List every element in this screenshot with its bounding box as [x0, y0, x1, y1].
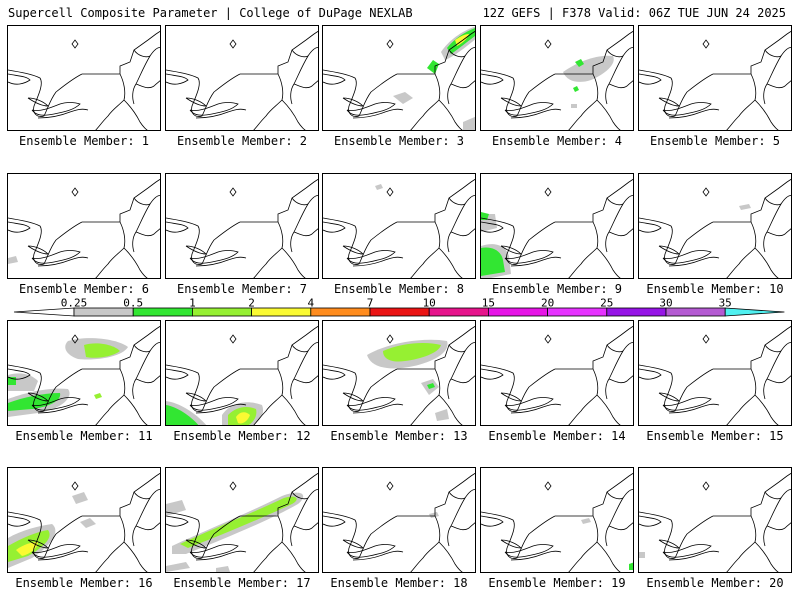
ensemble-member-label: Ensemble Member: 20: [646, 576, 784, 590]
header-left-title: Supercell Composite Parameter | College …: [8, 6, 413, 20]
colorbar-tick-label: 35: [719, 298, 732, 310]
ensemble-member-label: Ensemble Member: 2: [176, 134, 308, 148]
colorbar-tick-label: 0.25: [61, 298, 88, 310]
header-right-title: 12Z GEFS | F378 Valid: 06Z TUE JUN 24 20…: [482, 6, 786, 20]
colorbar-tick-label: 4: [307, 298, 314, 310]
ensemble-member-label: Ensemble Member: 10: [646, 282, 784, 296]
ensemble-member-map: [322, 25, 476, 131]
ensemble-member-label: Ensemble Member: 16: [15, 576, 153, 590]
ensemble-member-map: [480, 467, 634, 573]
colorbar-segment: [606, 307, 667, 317]
ensemble-member-label: Ensemble Member: 18: [330, 576, 468, 590]
colorbar-tick-label: 2: [248, 298, 255, 310]
ensemble-member-label: Ensemble Member: 17: [173, 576, 311, 590]
ensemble-member-map: [638, 320, 792, 426]
colorbar-tick-label: 20: [541, 298, 554, 310]
colorbar-segment: [724, 307, 785, 317]
colorbar-tick-label: 30: [659, 298, 672, 310]
ensemble-member-map: [638, 25, 792, 131]
ensemble-member-map: [480, 320, 634, 426]
ensemble-member-label: Ensemble Member: 19: [488, 576, 626, 590]
colorbar-segment: [369, 307, 430, 317]
ensemble-member-label: Ensemble Member: 13: [330, 429, 468, 443]
colorbar-segment: [428, 307, 489, 317]
ensemble-member-map: [322, 320, 476, 426]
ensemble-member-map: [165, 173, 319, 279]
ensemble-member-label: Ensemble Member: 9: [491, 282, 623, 296]
ensemble-member-label: Ensemble Member: 15: [646, 429, 784, 443]
ensemble-member-map: [638, 467, 792, 573]
colorbar-tick-label: 1: [189, 298, 196, 310]
ensemble-member-label: Ensemble Member: 4: [491, 134, 623, 148]
ensemble-member-map: [7, 320, 161, 426]
ensemble-member-map: [480, 173, 634, 279]
ensemble-member-label: Ensemble Member: 6: [18, 282, 150, 296]
ensemble-member-label: Ensemble Member: 11: [15, 429, 153, 443]
colorbar-tick-label: 15: [482, 298, 495, 310]
ensemble-member-label: Ensemble Member: 8: [333, 282, 465, 296]
ensemble-member-map: [322, 467, 476, 573]
colorbar-segment: [487, 307, 548, 317]
ensemble-member-label: Ensemble Member: 12: [173, 429, 311, 443]
colorbar-tick-label: 7: [367, 298, 374, 310]
ensemble-member-map: [7, 173, 161, 279]
colorbar-tick-label: 0.5: [123, 298, 143, 310]
colorbar-segment: [310, 307, 371, 317]
ensemble-member-map: [165, 320, 319, 426]
ensemble-member-map: [480, 25, 634, 131]
ensemble-member-map: [638, 173, 792, 279]
ensemble-member-map: [165, 25, 319, 131]
ensemble-member-label: Ensemble Member: 14: [488, 429, 626, 443]
ensemble-member-label: Ensemble Member: 7: [176, 282, 308, 296]
colorbar-segment: [191, 307, 252, 317]
ensemble-member-map: [7, 25, 161, 131]
ensemble-member-map: [7, 467, 161, 573]
color-scale-bar: 0.25 0.5 1 2 4 7 10 15 20 25 30 35: [13, 298, 785, 317]
ensemble-member-label: Ensemble Member: 3: [333, 134, 465, 148]
colorbar-segment: [251, 307, 312, 317]
colorbar-segment: [547, 307, 608, 317]
colorbar-tick-label: 25: [600, 298, 613, 310]
ensemble-member-label: Ensemble Member: 1: [18, 134, 150, 148]
ensemble-member-map: [322, 173, 476, 279]
ensemble-member-label: Ensemble Member: 5: [649, 134, 781, 148]
colorbar-segment: [665, 307, 726, 317]
colorbar-tick-label: 10: [423, 298, 436, 310]
ensemble-member-map: [165, 467, 319, 573]
